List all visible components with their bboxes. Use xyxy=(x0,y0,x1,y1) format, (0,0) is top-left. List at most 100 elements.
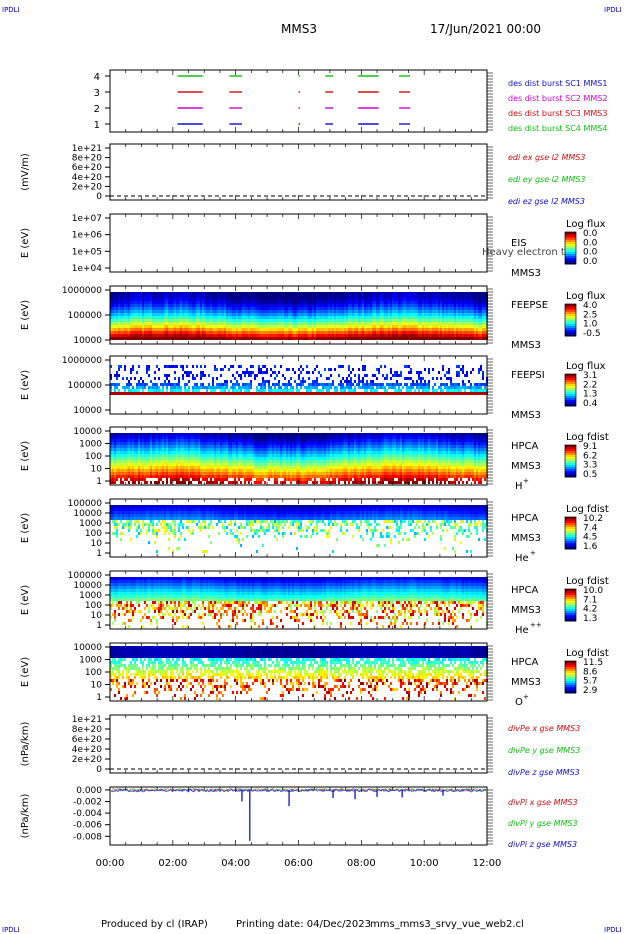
spectrogram-cell xyxy=(152,448,154,451)
spectrogram-cell xyxy=(382,310,384,313)
spectrogram-cell xyxy=(246,328,248,331)
spectrogram-cell xyxy=(212,316,214,319)
spectrogram-cell xyxy=(218,295,220,298)
spectrogram-cell xyxy=(380,292,382,295)
spectrogram-cell xyxy=(282,298,284,301)
spectrogram-cell xyxy=(366,310,368,313)
spectrogram-cell xyxy=(184,310,186,313)
spectrogram-cell xyxy=(272,310,274,313)
spectrogram-cell xyxy=(336,322,338,325)
spectrogram-cell xyxy=(394,389,396,392)
spectrogram-cell xyxy=(286,313,288,316)
spectrogram-cell xyxy=(346,295,348,298)
spectrogram-cell xyxy=(198,331,200,334)
spectrogram-cell xyxy=(418,374,420,377)
spectrogram-cell xyxy=(232,325,234,328)
spectrogram-cell xyxy=(150,328,152,331)
spectrogram-cell xyxy=(176,392,178,395)
spectrogram-cell xyxy=(448,322,450,325)
spectrogram-cell xyxy=(156,392,158,395)
spectrogram-cell xyxy=(154,460,156,463)
spectrogram-cell xyxy=(418,389,420,392)
spectrogram-cell xyxy=(474,310,476,313)
spectrogram-cell xyxy=(300,334,302,337)
spectrogram-cell xyxy=(394,319,396,322)
spectrogram-cell xyxy=(296,392,298,395)
spectrogram-cell xyxy=(240,334,242,337)
spectrogram-cell xyxy=(262,301,264,304)
spectrogram-cell xyxy=(264,322,266,325)
spectrogram-cell xyxy=(140,433,142,436)
spectrogram-cell xyxy=(142,319,144,322)
spectrogram-cell xyxy=(368,298,370,301)
spectrogram-cell xyxy=(404,295,406,298)
colorbar-tick-4-2: 1.3 xyxy=(583,390,597,400)
spectrogram-cell xyxy=(206,298,208,301)
spectrogram-cell xyxy=(378,316,380,319)
spectrogram-cell xyxy=(168,331,170,334)
spectrogram-cell xyxy=(308,377,310,380)
spectrogram-cell xyxy=(162,389,164,392)
spectrogram-cell xyxy=(248,295,250,298)
spectrogram-cell xyxy=(194,298,196,301)
spectrogram-cell xyxy=(274,389,276,392)
spectrogram-cell xyxy=(340,386,342,389)
spectrogram-cell xyxy=(226,392,228,395)
spectrogram-cell xyxy=(372,392,374,395)
spectrogram-cell xyxy=(400,322,402,325)
spectrogram-cell xyxy=(130,368,132,371)
spectrogram-cell xyxy=(476,295,478,298)
spectrogram-cell xyxy=(266,328,268,331)
spectrogram-cell xyxy=(230,386,232,389)
spectrogram-cell xyxy=(298,337,300,340)
spectrogram-cell xyxy=(292,319,294,322)
spectrogram-cell xyxy=(172,307,174,310)
spectrogram-cell xyxy=(266,307,268,310)
spectrogram-cell xyxy=(392,310,394,313)
spectrogram-cell xyxy=(132,331,134,334)
spectrogram-cell xyxy=(276,304,278,307)
spectrogram-cell xyxy=(364,337,366,340)
spectrogram-cell xyxy=(162,392,164,395)
spectrogram-cell xyxy=(406,304,408,307)
spectrogram-cell xyxy=(314,392,316,395)
spectrogram-cell xyxy=(130,328,132,331)
spectrogram-cell xyxy=(380,322,382,325)
spectrogram-cell xyxy=(462,319,464,322)
spectrogram-cell xyxy=(144,334,146,337)
spectrogram-cell xyxy=(274,310,276,313)
spectrogram-cell xyxy=(338,307,340,310)
spectrogram-cell xyxy=(294,292,296,295)
spectrogram-cell xyxy=(452,316,454,319)
spectrogram-cell xyxy=(120,478,122,481)
spectrogram-cell xyxy=(154,475,156,478)
spectrogram-cell xyxy=(172,310,174,313)
spectrogram-cell xyxy=(250,304,252,307)
spectrogram-cell xyxy=(458,337,460,340)
spectrogram-cell xyxy=(144,469,146,472)
spectrogram-cell xyxy=(130,307,132,310)
spectrogram-cell xyxy=(228,292,230,295)
spectrogram-cell xyxy=(120,445,122,448)
spectrogram-cell xyxy=(472,331,474,334)
spectrogram-cell xyxy=(154,445,156,448)
spectrogram-cell xyxy=(136,448,138,451)
spectrogram-cell xyxy=(380,310,382,313)
spectrogram-cell xyxy=(142,392,144,395)
spectrogram-cell xyxy=(186,337,188,340)
spectrogram-cell xyxy=(222,316,224,319)
spectrogram-cell xyxy=(228,316,230,319)
spectrogram-cell xyxy=(334,389,336,392)
spectrogram-cell xyxy=(454,319,456,322)
spectrogram-cell xyxy=(122,445,124,448)
spectrogram-cell xyxy=(122,337,124,340)
spectrogram-cell xyxy=(122,457,124,460)
spectrogram-cell xyxy=(148,448,150,451)
spectrogram-cell xyxy=(362,292,364,295)
spectrogram-cell xyxy=(242,334,244,337)
spectrogram-cell xyxy=(390,383,392,386)
spectrogram-cell xyxy=(206,307,208,310)
spectrogram-cell xyxy=(330,337,332,340)
spectrogram-cell xyxy=(174,331,176,334)
spectrogram-cell xyxy=(178,292,180,295)
